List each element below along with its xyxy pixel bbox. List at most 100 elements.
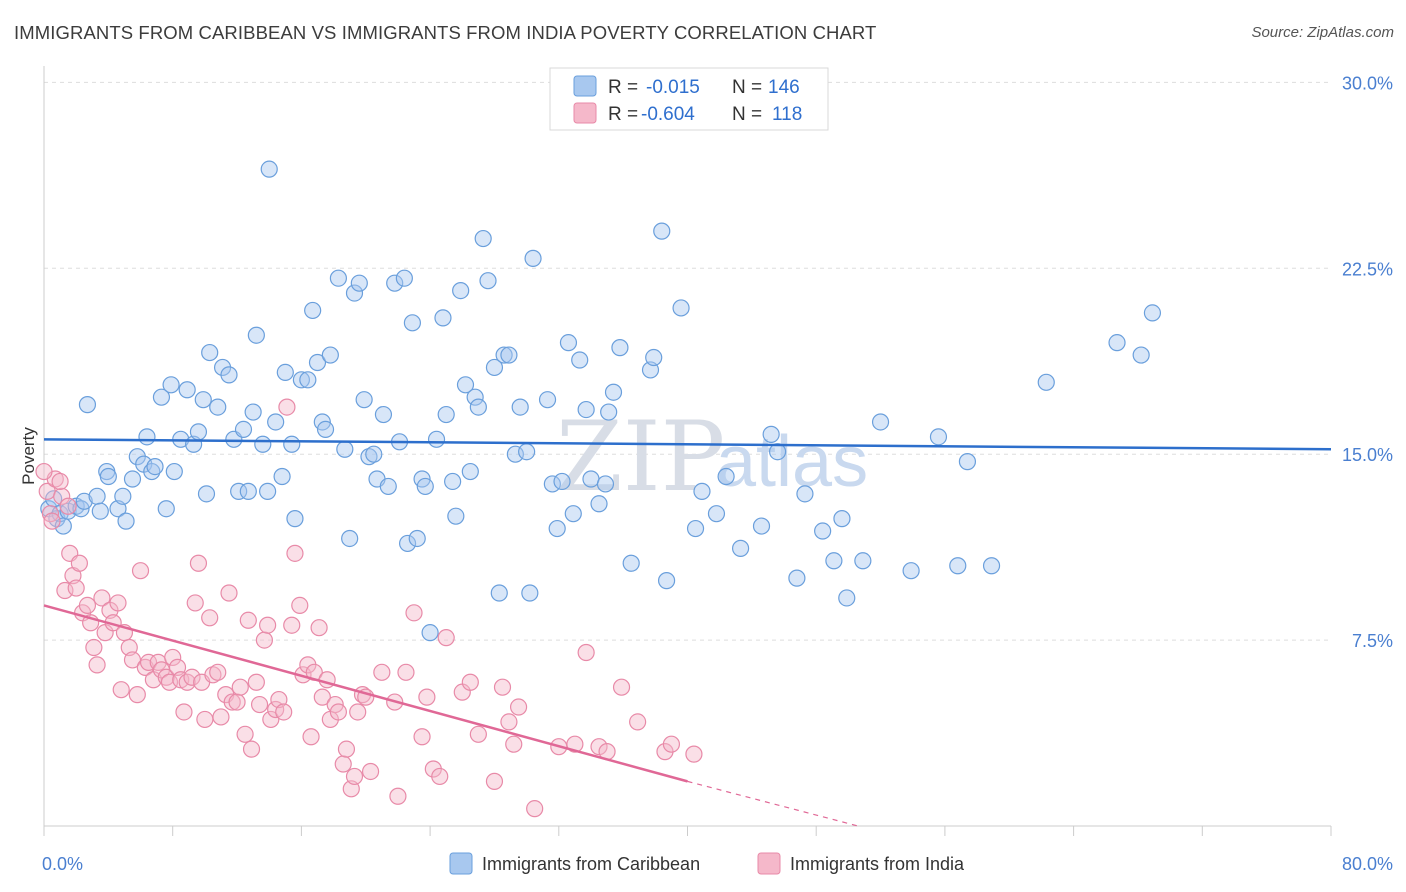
- point-caribbean-33: [201, 343, 219, 362]
- point-caribbean-56: [316, 420, 335, 439]
- point-caribbean-64: [360, 448, 378, 466]
- point-india-88: [405, 604, 423, 622]
- chart-title: IMMIGRANTS FROM CARIBBEAN VS IMMIGRANTS …: [14, 22, 877, 43]
- point-india-56: [255, 631, 273, 649]
- point-caribbean-13: [99, 467, 117, 486]
- y-tick-label-3: 30.0%: [1342, 73, 1393, 93]
- point-india-44: [209, 663, 227, 681]
- point-india-8: [70, 554, 88, 572]
- point-india-115: [59, 497, 77, 515]
- point-caribbean-96: [518, 443, 536, 461]
- point-caribbean-136: [929, 428, 948, 446]
- point-caribbean-41: [244, 403, 262, 421]
- legend-box: R = -0.015 N = 146 R = -0.604 N = 118: [549, 67, 829, 131]
- point-india-35: [175, 703, 193, 721]
- point-caribbean-124: [752, 517, 771, 535]
- point-caribbean-39: [234, 420, 253, 439]
- point-india-77: [337, 740, 356, 758]
- point-caribbean-77: [421, 624, 439, 642]
- point-caribbean-92: [495, 346, 513, 364]
- point-caribbean-44: [259, 482, 277, 500]
- point-caribbean-8: [75, 492, 93, 510]
- point-caribbean-26: [165, 462, 183, 481]
- point-caribbean-129: [814, 522, 832, 540]
- watermark-zip: ZIP: [556, 401, 725, 513]
- point-caribbean-91: [490, 584, 508, 602]
- point-caribbean-128: [796, 485, 814, 503]
- point-caribbean-116: [653, 222, 671, 240]
- point-caribbean-125: [762, 425, 780, 443]
- point-caribbean-93: [500, 346, 518, 364]
- point-caribbean-59: [336, 440, 354, 458]
- point-india-45: [212, 708, 230, 726]
- point-caribbean-98: [524, 249, 542, 267]
- point-india-65: [291, 596, 309, 614]
- watermark-atlas: atlas: [716, 422, 868, 502]
- point-india-50: [231, 678, 249, 696]
- point-caribbean-120: [693, 482, 711, 500]
- point-india-19: [112, 681, 130, 699]
- point-caribbean-22: [146, 457, 164, 476]
- legend-n-value-caribbean: 146: [768, 77, 800, 98]
- point-india-114: [43, 512, 61, 530]
- point-india-55: [250, 695, 269, 714]
- point-india-113: [51, 472, 69, 491]
- point-india-84: [373, 663, 391, 681]
- point-india-71: [313, 688, 331, 706]
- point-india-76: [334, 755, 352, 773]
- point-india-70: [310, 619, 328, 637]
- point-india-92: [431, 767, 449, 786]
- point-caribbean-28: [178, 381, 196, 399]
- point-caribbean-89: [479, 272, 497, 290]
- point-caribbean-63: [355, 391, 373, 409]
- point-caribbean-86: [466, 388, 484, 406]
- point-caribbean-135: [902, 562, 920, 580]
- point-caribbean-76: [416, 477, 434, 496]
- bottom-legend-label-caribbean: Immigrants from Caribbean: [482, 854, 700, 874]
- point-india-98: [493, 678, 512, 696]
- point-india-112: [685, 745, 703, 763]
- point-caribbean-40: [239, 482, 257, 500]
- bottom-legend-swatch-india: [757, 852, 781, 875]
- point-caribbean-48: [276, 363, 294, 381]
- point-india-61: [275, 703, 293, 721]
- point-india-39: [189, 554, 208, 572]
- point-caribbean-67: [374, 405, 393, 424]
- point-caribbean-78: [427, 430, 446, 448]
- point-caribbean-57: [321, 346, 339, 364]
- legend-n-value-india: 118: [772, 104, 802, 125]
- point-caribbean-53: [304, 301, 322, 320]
- point-caribbean-133: [854, 552, 872, 570]
- point-caribbean-127: [788, 569, 806, 587]
- point-india-43: [204, 666, 222, 684]
- point-caribbean-117: [657, 572, 676, 590]
- point-india-38: [186, 594, 204, 612]
- point-caribbean-24: [157, 500, 175, 518]
- point-india-63: [283, 616, 301, 634]
- point-caribbean-112: [611, 339, 629, 357]
- point-caribbean-113: [622, 554, 640, 572]
- point-caribbean-73: [403, 314, 422, 332]
- legend-r-value-caribbean: -0.015: [646, 77, 700, 98]
- point-caribbean-115: [645, 348, 663, 367]
- point-caribbean-49: [283, 435, 301, 453]
- legend-r-label-india: R =: [608, 104, 638, 125]
- point-caribbean-32: [197, 485, 216, 503]
- point-india-47: [220, 584, 238, 602]
- point-caribbean-111: [604, 383, 623, 401]
- axes: [43, 66, 1332, 836]
- point-india-111: [662, 735, 681, 753]
- point-caribbean-87: [469, 398, 487, 416]
- point-india-99: [500, 713, 518, 731]
- point-caribbean-60: [341, 529, 359, 548]
- series-caribbean-points: [40, 160, 1162, 642]
- point-india-42: [201, 609, 219, 627]
- point-caribbean-9: [78, 396, 97, 414]
- point-india-10: [78, 596, 97, 614]
- point-caribbean-143: [1143, 304, 1162, 322]
- point-caribbean-31: [194, 391, 212, 409]
- point-caribbean-21: [143, 462, 161, 481]
- point-india-51: [236, 725, 254, 743]
- point-caribbean-121: [707, 505, 726, 523]
- point-caribbean-61: [345, 284, 364, 302]
